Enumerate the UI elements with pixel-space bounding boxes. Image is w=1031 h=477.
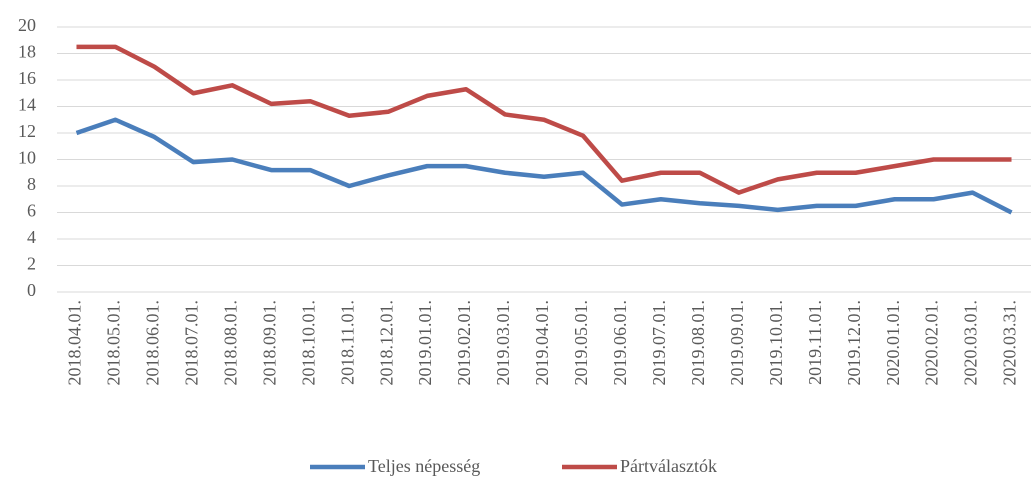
x-tick-label: 2018.11.01. <box>337 300 357 385</box>
x-tick-label: 2019.09.01. <box>727 300 747 386</box>
y-tick-label: 12 <box>18 121 36 141</box>
series-line <box>76 44 1012 195</box>
x-tick-label: 2019.01.01. <box>415 300 435 386</box>
series-line <box>75 117 1013 215</box>
x-tick-label: 2020.03.31. <box>1000 300 1020 386</box>
x-tick-label: 2018.10.01. <box>298 300 318 386</box>
x-tick-label: 2019.05.01. <box>571 300 591 386</box>
legend-label: Teljes népesség <box>368 456 480 476</box>
y-tick-label: 6 <box>27 201 36 221</box>
x-tick-label: 2019.06.01. <box>610 300 630 386</box>
y-tick-label: 0 <box>27 280 36 300</box>
legend-label: Pártválasztók <box>620 456 717 476</box>
x-tick-label: 2018.07.01. <box>181 300 201 386</box>
x-tick-label: 2020.02.01. <box>922 300 942 386</box>
x-tick-label: 2019.10.01. <box>766 300 786 386</box>
x-tick-label: 2018.08.01. <box>220 300 240 386</box>
y-tick-label: 10 <box>18 148 36 168</box>
x-tick-label: 2018.06.01. <box>143 300 163 386</box>
x-tick-label: 2019.12.01. <box>844 300 864 386</box>
x-tick-label: 2018.05.01. <box>104 300 124 386</box>
x-tick-label: 2020.03.01. <box>961 300 981 386</box>
y-tick-label: 18 <box>18 42 36 62</box>
x-tick-label: 2019.07.01. <box>649 300 669 386</box>
y-tick-label: 8 <box>27 174 36 194</box>
y-tick-label: 4 <box>27 227 36 247</box>
x-tick-label: 2018.09.01. <box>259 300 279 386</box>
y-tick-label: 16 <box>18 68 36 88</box>
y-tick-label: 2 <box>27 254 36 274</box>
x-tick-label: 2018.12.01. <box>376 300 396 386</box>
x-tick-label: 2019.04.01. <box>532 300 552 386</box>
x-tick-label: 2019.08.01. <box>688 300 708 386</box>
x-tick-label: 2019.11.01. <box>805 300 825 385</box>
y-tick-label: 20 <box>18 15 36 35</box>
x-tick-label: 2018.04.01. <box>65 300 85 386</box>
x-tick-label: 2019.02.01. <box>454 300 474 386</box>
x-tick-label: 2019.03.01. <box>493 300 513 386</box>
x-tick-label: 2020.01.01. <box>883 300 903 386</box>
y-tick-label: 14 <box>18 95 36 115</box>
